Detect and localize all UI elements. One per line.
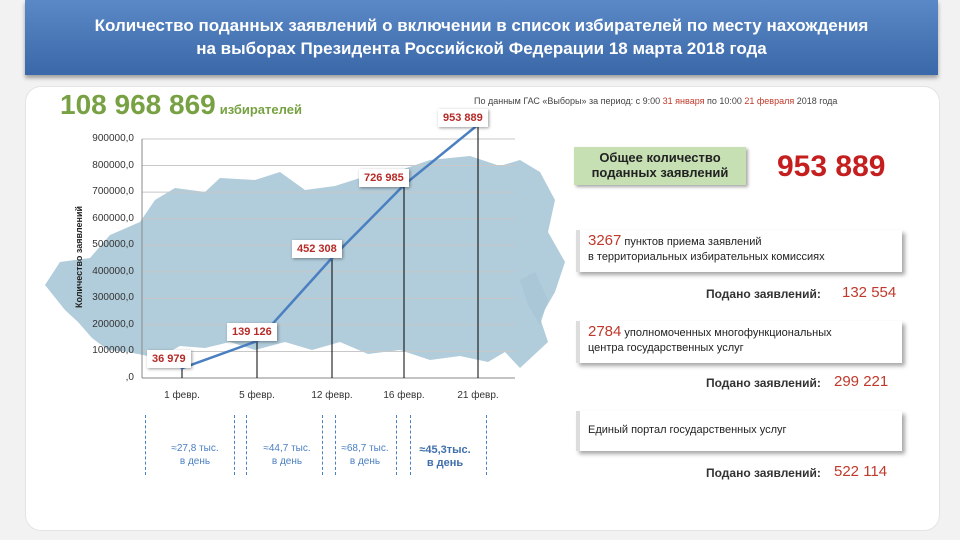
y-tick-label: 600000,0 <box>92 212 134 224</box>
x-tick-label: 1 февр. <box>164 390 200 401</box>
rate-bracket-1 <box>145 415 235 475</box>
channel-tec-count: 3267 <box>588 232 622 249</box>
y-tick-label: 500000,0 <box>92 239 134 251</box>
channel-tec-submitted-value: 132 554 <box>842 284 897 301</box>
data-label: 36 979 <box>147 350 191 369</box>
channel-gosuslugi-text: Единый портал государственных услуг <box>588 424 787 436</box>
channel-tec-submitted-label: Подано заявлений: <box>706 287 821 301</box>
rate-4: ≈45,3тыс. в день <box>419 444 471 469</box>
data-label: 953 889 <box>438 108 488 127</box>
total-applications-value: 953 889 <box>777 150 886 183</box>
rate-1: ≈27,8 тыс. в день <box>171 443 219 467</box>
data-label: 452 308 <box>292 239 342 258</box>
channel-mfc-text: уполномоченных многофункциональных <box>621 327 832 339</box>
voters-count: 108 968 869 избирателей <box>60 89 302 121</box>
rate-bracket-4 <box>410 415 487 475</box>
rate-2: ≈44,7 тыс. в день <box>263 443 311 467</box>
y-tick-label: 300000,0 <box>92 292 134 304</box>
channel-mfc-submitted-label: Подано заявлений: <box>706 376 821 390</box>
map-shape <box>45 156 565 368</box>
data-label: 726 985 <box>359 168 409 187</box>
rate-3: ≈68,7 тыс. в день <box>341 443 389 467</box>
y-tick-label: 200000,0 <box>92 318 134 330</box>
header-title-line1: Количество поданных заявлений о включени… <box>94 16 869 35</box>
y-tick-label: 100000,0 <box>92 345 134 357</box>
voters-number: 108 968 869 <box>60 89 216 120</box>
channel-gosuslugi-card: Единый портал государственных услуг <box>576 411 902 451</box>
channel-tec-text: пунктов приема заявлений <box>621 236 762 248</box>
channel-mfc-card: 2784 уполномоченных многофункциональных ц… <box>576 321 902 363</box>
channel-mfc-text2: центра государственных услуг <box>588 342 744 354</box>
channel-mfc-count: 2784 <box>588 323 622 340</box>
header-banner: Количество поданных заявлений о включени… <box>25 0 938 75</box>
channel-tec-text2: в территориальных избирательных комиссия… <box>588 251 825 263</box>
y-tick-label: ,0 <box>125 372 134 383</box>
data-source-note: По данным ГАС «Выборы» за период: с 9:00… <box>474 96 837 106</box>
source-suffix: 2018 года <box>794 96 838 106</box>
y-tick-label: 700000,0 <box>92 186 134 198</box>
y-tick-label: 400000,0 <box>92 265 134 277</box>
x-tick-label: 5 февр. <box>239 390 275 401</box>
x-tick-label: 16 февр. <box>383 390 425 401</box>
source-prefix: По данным ГАС «Выборы» за период: с 9:00 <box>474 96 663 106</box>
source-middle: по 10:00 <box>704 96 745 106</box>
data-label: 139 126 <box>227 323 277 342</box>
source-end-date: 21 февраля <box>744 96 795 106</box>
voters-label: избирателей <box>219 102 302 117</box>
rate-bracket-3 <box>335 415 397 475</box>
y-tick-label: 800000,0 <box>92 159 134 171</box>
channel-mfc-submitted-value: 299 221 <box>834 373 889 390</box>
x-tick-label: 12 февр. <box>311 390 353 401</box>
y-tick-label: 900000,0 <box>92 133 134 144</box>
channel-gosuslugi-submitted-label: Подано заявлений: <box>706 466 821 480</box>
source-start-date: 31 января <box>662 96 705 106</box>
rate-bracket-2 <box>246 415 323 475</box>
header-title-line2: на выборах Президента Российской Федерац… <box>196 39 767 58</box>
total-applications-label: Общее количество поданных заявлений <box>574 147 746 185</box>
channel-gosuslugi-submitted-value: 522 114 <box>834 463 888 480</box>
channel-tec-card: 3267 пунктов приема заявлений в территори… <box>576 230 902 272</box>
x-tick-label: 21 февр. <box>457 390 499 401</box>
map-island <box>520 272 548 325</box>
